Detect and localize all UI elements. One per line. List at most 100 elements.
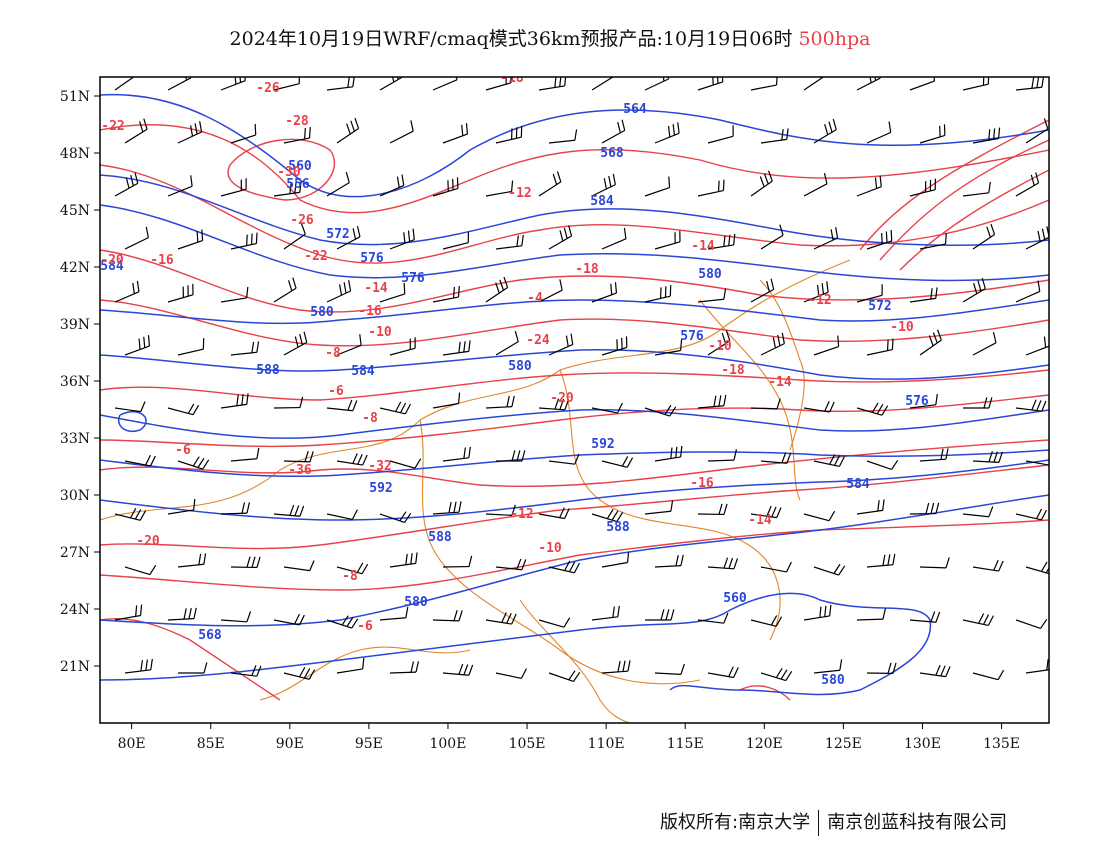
temperature-contour-label: -12 [510,507,533,522]
wind-barb [379,606,409,621]
height-contour-label: 584 [351,364,375,379]
footer-divider [818,810,820,836]
boundary-line [419,419,701,685]
wind-barb [803,400,835,413]
wind-barb [283,451,314,463]
wind-barb [283,127,311,144]
lon-tick-label: 135E [983,736,1020,752]
height-contour [100,494,1049,627]
wind-barb [114,507,147,521]
wind-barb [591,605,620,621]
wind-barb [379,401,412,415]
height-contour-label: 568 [198,628,222,643]
height-contours [100,93,1049,696]
wind-barb [124,226,149,250]
wind-barb [1025,561,1049,575]
wind-barb [866,460,899,471]
wind-barb [750,398,781,410]
wind-barb [1025,460,1049,466]
temperature-contour-label: -26 [256,81,280,96]
wind-barb [220,77,246,91]
wind-barb [230,665,262,677]
height-contour-label: 588 [428,530,452,545]
wind-barb [856,402,889,416]
wind-barb [442,555,473,568]
height-contour-label: 568 [600,146,624,161]
wind-barb [645,609,675,621]
wind-barb [283,331,308,356]
temperature-contour-label: -10 [368,325,392,340]
wind-barb [654,554,684,568]
wind-barb [485,395,515,409]
lat-tick-label: 27N [60,545,90,561]
wind-barb [972,451,1003,463]
wind-barb [697,179,725,197]
wind-barb [697,77,724,91]
height-contour-label: 572 [326,227,349,242]
wind-barb [803,604,832,621]
wind-barb [1025,226,1049,250]
wind-barb [432,392,461,409]
temperature-contour-label: -24 [526,333,550,348]
height-contour [100,174,1049,246]
wind-barb [866,338,894,356]
wind-barb [962,506,994,518]
wind-barb [972,669,1005,681]
wind-barb [379,511,412,524]
lat-tick-label: 24N [60,602,90,618]
wind-barb [326,509,358,520]
wind-barb [813,563,846,576]
wind-barb [326,77,355,91]
wind-barb [654,445,683,462]
wind-barb [697,503,728,516]
chart-title: 2024年10月19日WRF/cmaq模式36km预报产品:10月19日06时 5… [0,24,1100,51]
temperature-contour-label: -30 [277,165,301,180]
wind-barb [432,177,459,197]
wind-barb [707,233,736,250]
wind-barb [548,560,581,574]
temperature-contour-label: -20 [550,391,574,406]
wind-barb [813,454,845,467]
wind-barb [591,77,614,91]
wind-barb [177,456,210,470]
wind-barb [326,280,352,303]
wind-barb [1015,172,1040,197]
temperature-contour-label: -18 [721,363,745,378]
wind-barb [803,510,836,522]
wind-barb [336,562,369,575]
height-contour [100,592,932,696]
wind-barb [124,454,156,467]
title-main: 2024年10月19日WRF/cmaq模式36km预报产品:10月19日06时 [229,28,793,50]
wind-barb [866,229,893,250]
wind-barb [919,329,942,356]
wind-barb [813,118,837,144]
wind-barb [750,170,773,197]
wind-barb [909,502,940,515]
height-contour [100,93,1049,198]
height-contour-label: 588 [256,363,280,378]
wind-barb [538,617,571,628]
wind-barb [856,77,881,91]
wind-barb [167,607,197,621]
height-contour-label: 572 [868,299,891,314]
wind-barb [177,338,205,356]
wind-barb [379,77,403,91]
lat-tick-label: 36N [60,374,90,390]
height-contour-label: 556 [286,177,310,192]
wind-barb [538,398,570,411]
wind-barb [230,341,260,356]
lon-tick-label: 130E [904,736,941,752]
temperature-contour-label: -20 [136,534,160,549]
temperature-contour-label: -18 [575,262,599,277]
lon-tick-label: 80E [118,736,146,752]
temperature-contour [100,369,1049,401]
lon-tick-label: 125E [825,736,862,752]
wind-barb [389,552,418,568]
boundary-line [759,279,805,451]
height-contour-label: 580 [508,359,532,374]
height-contour [100,204,1049,282]
wind-barb [548,453,580,465]
wind-barb [813,227,839,250]
height-contour-label: 580 [404,595,428,610]
wind-barb [1025,334,1049,356]
